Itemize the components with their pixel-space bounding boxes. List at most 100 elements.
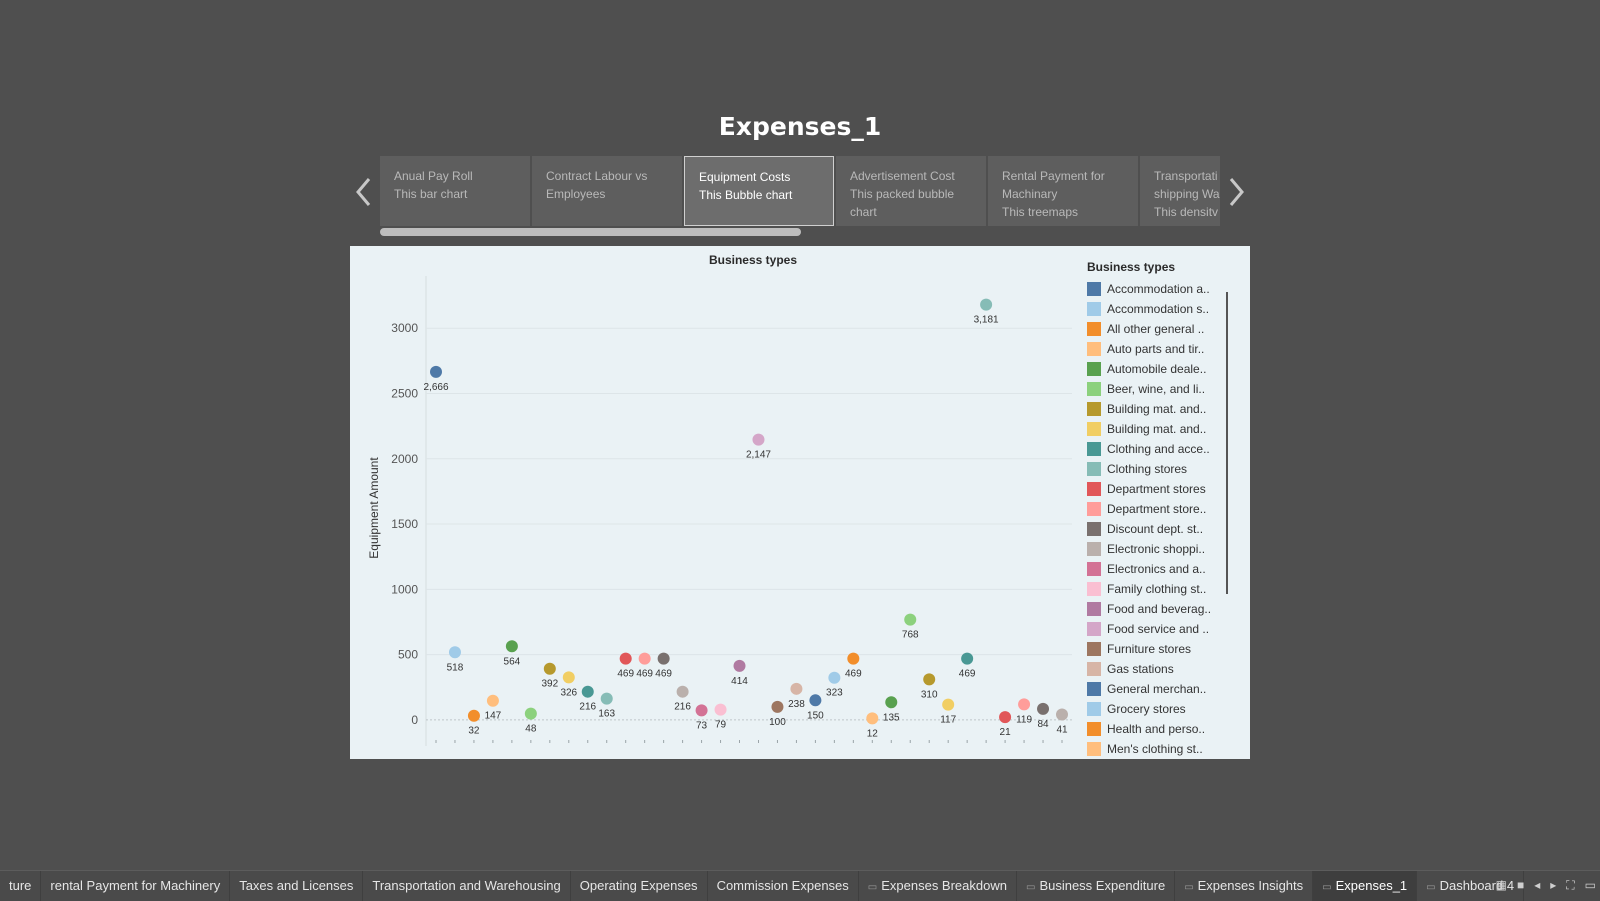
data-point[interactable]	[809, 694, 822, 707]
data-point[interactable]	[1056, 708, 1068, 721]
data-label: 163	[598, 709, 615, 720]
next-sheet-icon[interactable]: ▸	[1550, 878, 1557, 892]
sheet-tab[interactable]: Commission Expenses	[708, 871, 859, 901]
legend-item[interactable]: Electronic shoppi..	[1084, 539, 1250, 559]
data-point[interactable]	[695, 704, 708, 717]
sheet-tab[interactable]: ture	[0, 871, 42, 901]
legend-item[interactable]: Food and beverag..	[1084, 599, 1250, 619]
data-point[interactable]	[961, 652, 974, 665]
legend-label: Family clothing st..	[1107, 582, 1207, 596]
legend-swatch	[1087, 622, 1101, 636]
data-point[interactable]	[752, 433, 765, 446]
prev-story-point-arrow-icon[interactable]	[352, 174, 376, 210]
story-point-advertisement-cost[interactable]: Advertisement Cost This packed bubble ch…	[836, 156, 986, 226]
data-point[interactable]	[505, 640, 518, 653]
data-point[interactable]	[733, 659, 746, 672]
legend-swatch	[1087, 642, 1101, 656]
legend-item[interactable]: Food service and ..	[1084, 619, 1250, 639]
sheet-tab[interactable]: Transportation and Warehousing	[363, 871, 571, 901]
legend-item[interactable]: General merchan..	[1084, 679, 1250, 699]
legend-item[interactable]: Men's clothing st..	[1084, 739, 1250, 758]
story-point-anual-pay-roll[interactable]: Anual Pay Roll This bar chart	[380, 156, 530, 226]
data-label: 135	[883, 712, 900, 723]
data-point[interactable]	[676, 685, 689, 698]
story-scrollbar[interactable]	[380, 228, 1220, 236]
data-point[interactable]	[581, 685, 594, 698]
data-point[interactable]	[657, 652, 670, 665]
legend-item[interactable]: Furniture stores	[1084, 639, 1250, 659]
sheet-tab-label: Operating Expenses	[579, 878, 698, 893]
data-point[interactable]	[790, 682, 803, 695]
legend-item[interactable]: Automobile deale..	[1084, 359, 1250, 379]
legend-item[interactable]: Building mat. and..	[1084, 399, 1250, 419]
data-point[interactable]	[467, 709, 480, 722]
filmstrip-icon[interactable]: ■	[1516, 878, 1525, 892]
data-point[interactable]	[562, 671, 575, 684]
data-label: 326	[560, 687, 577, 698]
sheet-tab[interactable]: ▭ Expenses Breakdown	[859, 871, 1017, 901]
legend-item[interactable]: Discount dept. st..	[1084, 519, 1250, 539]
legend-scrollbar[interactable]	[1226, 292, 1228, 594]
y-tick-label: 500	[398, 648, 418, 662]
story-point-caption: This bar chart	[394, 187, 468, 201]
story-scrollbar-thumb[interactable]	[380, 228, 801, 236]
sheet-tab[interactable]: ▭ Expenses_1	[1313, 871, 1418, 901]
legend-item[interactable]: Health and perso..	[1084, 719, 1250, 739]
data-point[interactable]	[430, 365, 442, 378]
data-point[interactable]	[638, 652, 651, 665]
data-label: 117	[940, 715, 956, 726]
sheet-tab[interactable]: rental Payment for Machinery	[41, 871, 231, 901]
data-label: 79	[715, 720, 727, 731]
next-story-point-arrow-icon[interactable]	[1224, 174, 1248, 210]
data-point[interactable]	[771, 700, 784, 713]
data-point[interactable]	[486, 694, 499, 707]
data-label: 119	[1016, 714, 1032, 725]
data-point[interactable]	[543, 662, 556, 675]
data-point[interactable]	[847, 652, 860, 665]
data-point[interactable]	[714, 703, 727, 716]
data-point[interactable]	[1018, 698, 1031, 711]
data-point[interactable]	[885, 696, 898, 709]
story-point-equipment-costs[interactable]: Equipment Costs This Bubble chart	[684, 156, 834, 226]
data-point[interactable]	[619, 652, 632, 665]
prev-sheet-icon[interactable]: ◂	[1534, 878, 1541, 892]
data-point[interactable]	[1037, 702, 1050, 715]
data-point[interactable]	[923, 673, 936, 686]
legend-item[interactable]: Building mat. and..	[1084, 419, 1250, 439]
sheet-tab[interactable]: ▭ Business Expenditure	[1017, 871, 1176, 901]
data-point[interactable]	[448, 646, 461, 659]
legend-item[interactable]: Accommodation a..	[1084, 279, 1250, 299]
data-label: 216	[674, 702, 691, 713]
data-point[interactable]	[524, 707, 537, 720]
legend-item[interactable]: Clothing and acce..	[1084, 439, 1250, 459]
sheet-tab[interactable]: Operating Expenses	[571, 871, 708, 901]
data-point[interactable]	[828, 671, 841, 684]
sheet-tab[interactable]: ▭ Dashboard 4	[1417, 871, 1525, 901]
legend-item[interactable]: Auto parts and tir..	[1084, 339, 1250, 359]
legend-swatch	[1087, 682, 1101, 696]
story-point-transportation[interactable]: Transportati shipping Wa This densitv	[1140, 156, 1220, 226]
data-point[interactable]	[942, 698, 955, 711]
data-point[interactable]	[980, 298, 993, 311]
legend-item[interactable]: Clothing stores	[1084, 459, 1250, 479]
sheet-tab[interactable]: ▭ Expenses Insights	[1175, 871, 1314, 901]
data-point[interactable]	[600, 692, 613, 705]
presentation-icon[interactable]: ▭	[1584, 878, 1596, 892]
grid-view-icon[interactable]: ▦	[1495, 878, 1507, 892]
legend-item[interactable]: Electronics and a..	[1084, 559, 1250, 579]
legend-item[interactable]: Department store..	[1084, 499, 1250, 519]
data-point[interactable]	[904, 613, 917, 626]
fullscreen-icon[interactable]: ⛶	[1566, 877, 1575, 892]
legend-item[interactable]: Beer, wine, and li..	[1084, 379, 1250, 399]
story-point-contract-labour[interactable]: Contract Labour vs Employees	[532, 156, 682, 226]
legend-item[interactable]: All other general ..	[1084, 319, 1250, 339]
data-point[interactable]	[866, 712, 879, 725]
sheet-tab[interactable]: Taxes and Licenses	[230, 871, 364, 901]
legend-item[interactable]: Gas stations	[1084, 659, 1250, 679]
legend-item[interactable]: Family clothing st..	[1084, 579, 1250, 599]
data-point[interactable]	[999, 711, 1012, 724]
legend-item[interactable]: Department stores	[1084, 479, 1250, 499]
legend-item[interactable]: Grocery stores	[1084, 699, 1250, 719]
legend-item[interactable]: Accommodation s..	[1084, 299, 1250, 319]
story-point-rental-payment[interactable]: Rental Payment for Machinary This treema…	[988, 156, 1138, 226]
